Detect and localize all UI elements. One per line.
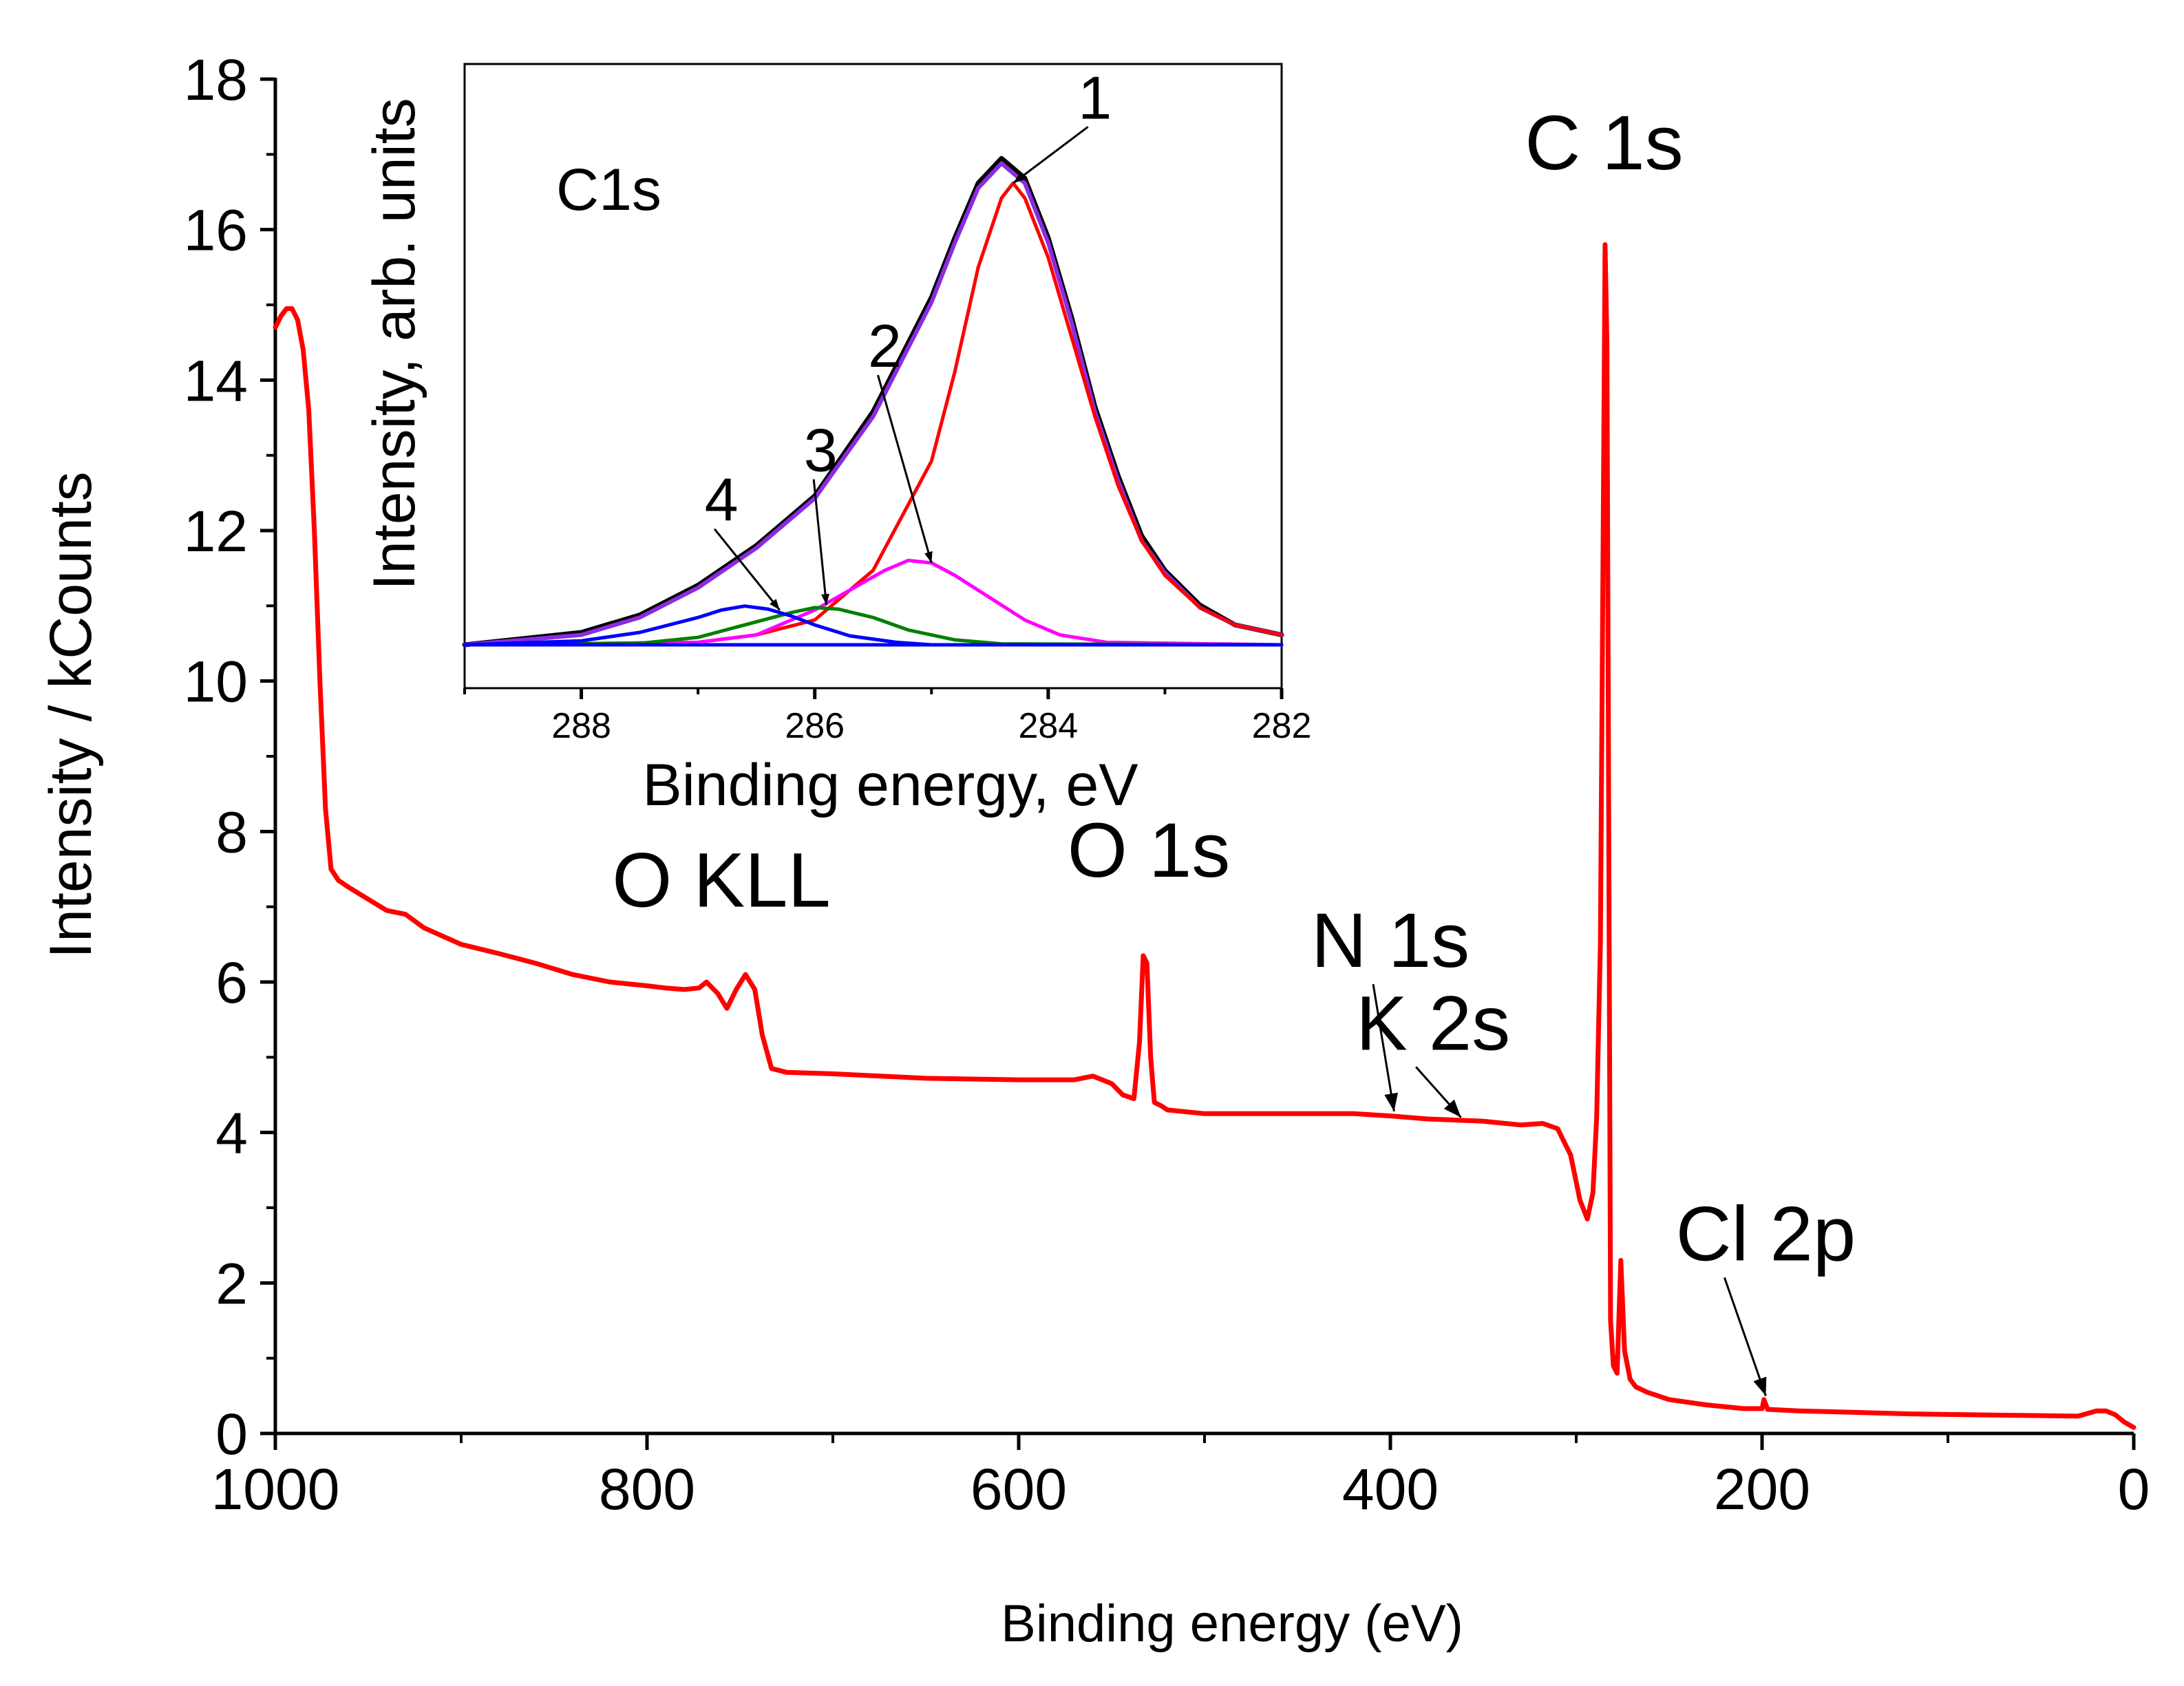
component-arrowhead: [821, 593, 829, 606]
inset-x-tick-label: 286: [785, 706, 845, 746]
inset-series-1: [463, 181, 1284, 647]
inset-x-axis-title: Binding energy, eV: [642, 752, 1138, 818]
y-tick-label: 4: [215, 1101, 248, 1166]
component-label: 1: [1078, 63, 1112, 131]
survey-spectrum-line: [273, 242, 2137, 1430]
annotation-arrow: [1372, 983, 1395, 1112]
y-tick-label: 0: [215, 1402, 248, 1466]
y-tick-label: 18: [184, 47, 248, 112]
component-arrow: [713, 528, 781, 611]
peak-label: C 1s: [1525, 100, 1683, 186]
y-axis-title: Intensity / kCounts: [38, 471, 104, 958]
inset-y-axis-title: Intensity, arb. units: [361, 98, 427, 590]
x-tick-label: 400: [1342, 1457, 1439, 1522]
peak-label: K 2s: [1356, 980, 1510, 1066]
x-tick-label: 800: [599, 1457, 695, 1522]
peak-label: N 1s: [1311, 897, 1470, 983]
inset-x-tick-label: 284: [1018, 706, 1078, 746]
inset-series-4: [463, 604, 1284, 647]
x-tick-label: 200: [1714, 1457, 1810, 1522]
component-label: 2: [868, 312, 902, 380]
component-arrow: [877, 374, 933, 564]
peak-label: O 1s: [1068, 807, 1231, 893]
annotation-arrowhead: [1384, 1092, 1398, 1112]
component-arrowhead: [924, 551, 933, 563]
annotation-arrow: [1723, 1277, 1767, 1396]
component-label: 4: [705, 466, 739, 534]
inset-frame: [463, 63, 1283, 690]
component-label: 3: [804, 416, 838, 484]
peak-label: O KLL: [612, 837, 831, 924]
component-arrow: [812, 479, 828, 606]
inset-x-tick-label: 282: [1252, 706, 1312, 746]
annotation-arrowhead: [1443, 1099, 1461, 1118]
y-tick-label: 10: [184, 650, 248, 714]
y-tick-label: 12: [184, 499, 248, 564]
component-arrowhead: [770, 599, 780, 610]
annotation-arrowhead: [1753, 1376, 1767, 1396]
c1s-inset-plot: 288 286 284 282 Binding energy, eV Intensity,…: [361, 63, 1311, 818]
inset-series-3: [463, 606, 1284, 647]
x-tick-label: 0: [2118, 1457, 2150, 1522]
y-tick-label: 6: [215, 950, 248, 1015]
y-tick-label: 2: [215, 1251, 248, 1316]
y-tick-label: 14: [184, 348, 248, 413]
y-tick-label: 8: [215, 800, 248, 864]
component-arrowhead: [1013, 173, 1025, 184]
x-tick-label: 1000: [211, 1457, 340, 1522]
inset-x-tick-label: 288: [551, 706, 611, 746]
x-tick-label: 600: [971, 1457, 1067, 1522]
inset-title: C1s: [556, 157, 661, 223]
inset-series-2: [463, 558, 1284, 647]
component-arrow: [1013, 126, 1089, 184]
x-axis-title: Binding energy (eV): [1001, 1594, 1463, 1653]
y-tick-label: 16: [184, 198, 248, 263]
peak-label: Cl 2p: [1676, 1191, 1856, 1277]
